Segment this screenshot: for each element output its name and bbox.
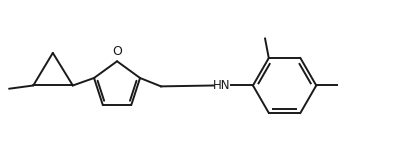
Text: HN: HN [213, 79, 231, 92]
Text: O: O [112, 45, 122, 58]
